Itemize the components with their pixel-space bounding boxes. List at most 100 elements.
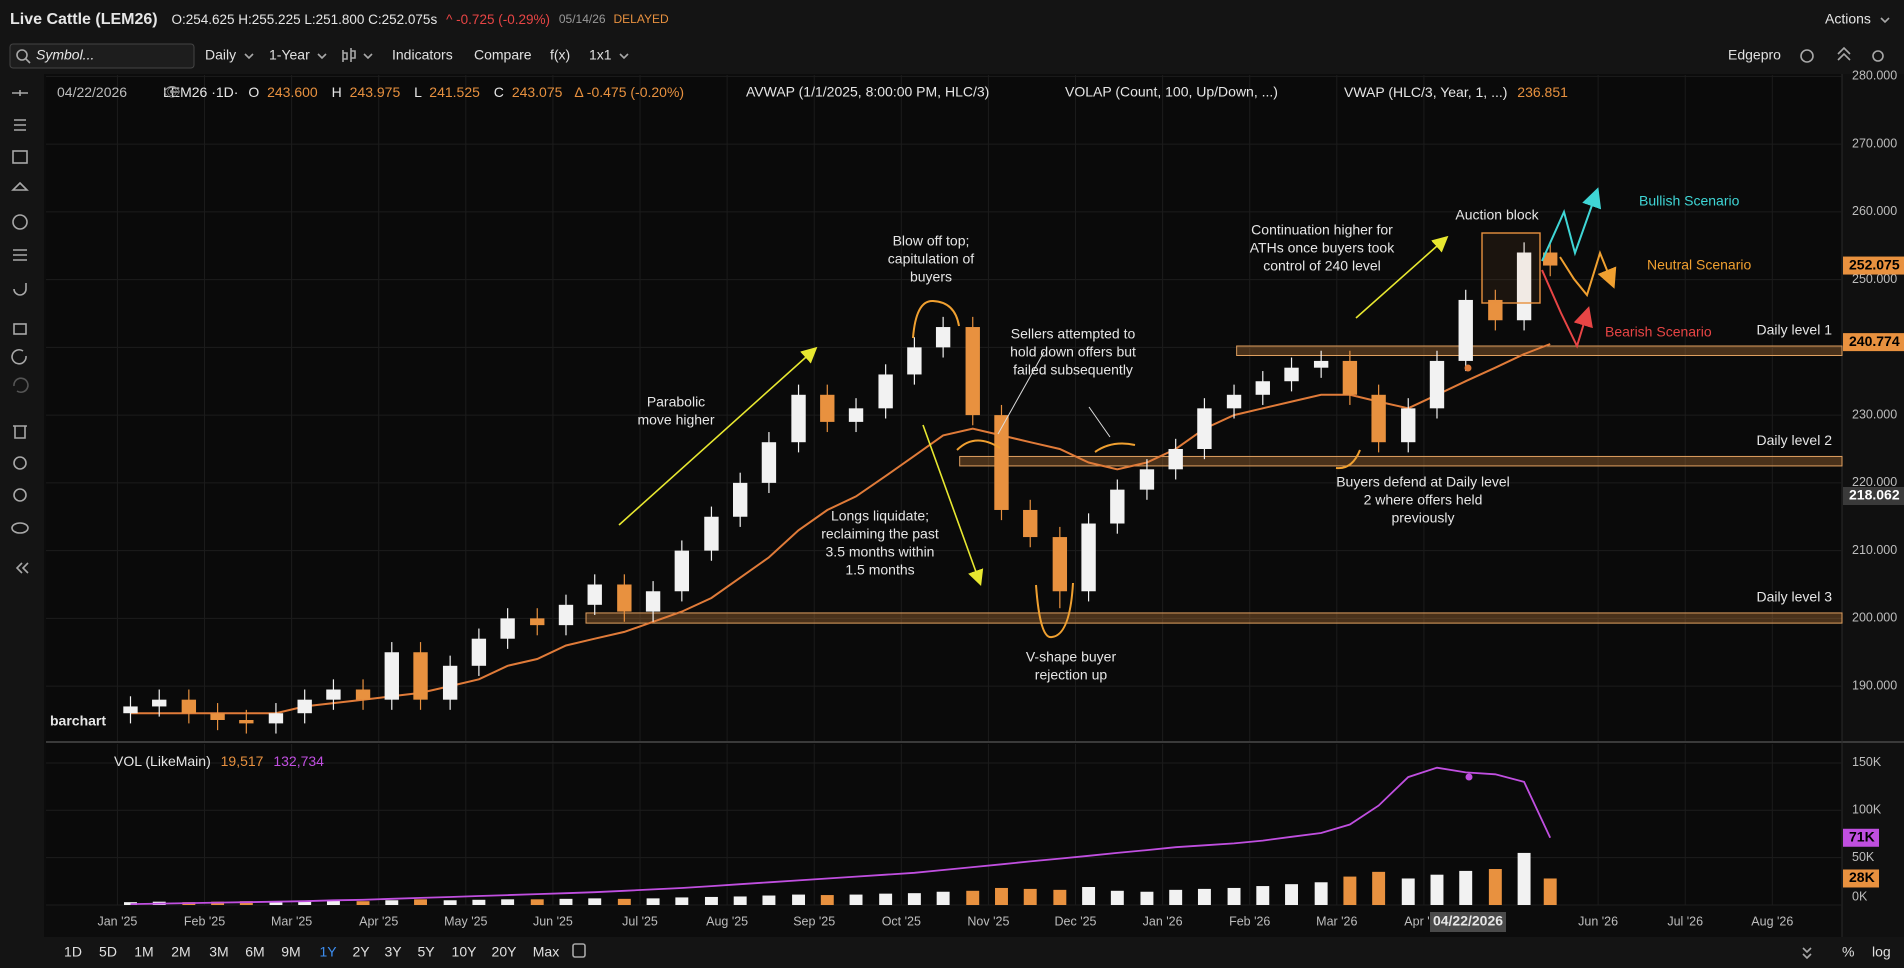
- tool-rectangle[interactable]: [12, 150, 28, 164]
- highlight-curve: [1335, 449, 1361, 470]
- open-interest-readout: 132,734: [273, 753, 324, 769]
- tool-crosshair[interactable]: [12, 90, 28, 96]
- range-button[interactable]: 9M: [281, 944, 300, 960]
- volume-bar: [1343, 876, 1357, 905]
- period-button[interactable]: 1-Year: [269, 47, 310, 63]
- volume-bar: [995, 887, 1008, 905]
- symbol-input[interactable]: [9, 43, 195, 69]
- ohlc-readout: O:254.625 H:255.225 L:251.800 C:252.075s: [171, 12, 437, 27]
- tool-count[interactable]: [12, 214, 28, 230]
- tool-fib[interactable]: [13, 249, 27, 261]
- compare-button[interactable]: Compare: [474, 47, 532, 63]
- percent-toggle[interactable]: %: [1842, 944, 1854, 960]
- study-legend[interactable]: VOLAP (Count, 100, Up/Down, ...): [1065, 84, 1278, 100]
- range-button[interactable]: Max: [533, 944, 559, 960]
- highlight-curve: [1035, 582, 1074, 639]
- layout-button[interactable]: 1x1: [589, 47, 612, 63]
- y-tick-label: 100K: [1852, 803, 1882, 817]
- pointer-line: [1088, 406, 1111, 438]
- caret: [619, 53, 629, 60]
- volume-title: VOL (LikeMain): [114, 753, 211, 769]
- candle-body: [645, 591, 661, 612]
- tool-lines[interactable]: [14, 119, 26, 131]
- y-tick-label: 230.000: [1852, 407, 1897, 421]
- sidebar-collapse[interactable]: [15, 562, 29, 574]
- highlight-curve: [956, 439, 1001, 451]
- y-tick-label: 260.000: [1852, 204, 1897, 218]
- range-button[interactable]: 1D: [64, 944, 82, 960]
- drawings: [618, 187, 1617, 781]
- candle-body: [733, 482, 748, 517]
- volume-bar: [617, 898, 631, 905]
- candle-body: [1342, 360, 1358, 395]
- tool-shape[interactable]: [11, 181, 29, 191]
- change: ^ -0.725 (-0.29%): [446, 12, 550, 27]
- account-menu[interactable]: Edgepro: [1728, 47, 1781, 63]
- volume-bar: [762, 895, 776, 905]
- tool-redo[interactable]: [13, 377, 29, 394]
- range-button[interactable]: 5Y: [417, 944, 435, 960]
- x-tick-label: Feb '26: [1229, 914, 1270, 928]
- annotation: move higher: [637, 412, 714, 428]
- y-tick-label: 200.000: [1852, 611, 1897, 625]
- range-button[interactable]: 3Y: [384, 944, 402, 960]
- range-button[interactable]: 2M: [171, 944, 190, 960]
- interval-button[interactable]: Daily: [205, 47, 236, 63]
- x-tick-label: Jan '25: [97, 914, 137, 928]
- candle-body: [1371, 394, 1386, 443]
- study-legend[interactable]: AVWAP (1/1/2025, 8:00:00 PM, HLC/3): [746, 84, 989, 100]
- volume-badge-label: 71K: [1849, 828, 1875, 844]
- range-button[interactable]: 2Y: [352, 944, 370, 960]
- volume-badge: [1843, 828, 1879, 847]
- volume-bar: [472, 899, 486, 905]
- collapse-icon[interactable]: [1837, 46, 1851, 61]
- tool-lock[interactable]: [13, 323, 27, 335]
- tool-delete[interactable]: [13, 425, 27, 439]
- x-tick-label: Aug '25: [706, 914, 748, 928]
- tool-magnet[interactable]: [13, 283, 27, 296]
- volume-bar: [675, 897, 689, 905]
- candle-body: [848, 408, 864, 422]
- range-button[interactable]: 10Y: [452, 944, 478, 960]
- candle-body: [558, 604, 574, 626]
- candle-body: [1458, 299, 1473, 361]
- candle-body: [1284, 367, 1299, 382]
- candle-body: [530, 618, 545, 626]
- tool-zoom-out[interactable]: [13, 488, 27, 502]
- legend-icons: 👁: [163, 84, 181, 100]
- candle-body: [1081, 523, 1096, 592]
- study-legend[interactable]: VWAP (HLC/3, Year, 1, ...) 236.851: [1344, 84, 1568, 100]
- candle-body: [152, 699, 167, 707]
- indicators-button[interactable]: Indicators: [392, 47, 453, 63]
- candle-body: [617, 584, 632, 612]
- header-line: Live Cattle (LEM26) O:254.625 H:255.225 …: [10, 11, 669, 29]
- theme-icon[interactable]: [1872, 50, 1884, 62]
- actions-menu[interactable]: Actions: [1825, 11, 1871, 27]
- calendar-icon[interactable]: [572, 943, 586, 958]
- volume-bar: [879, 893, 893, 905]
- annotation: previously: [1391, 510, 1454, 526]
- tool-zoom-in[interactable]: [13, 456, 27, 470]
- log-toggle[interactable]: log: [1872, 944, 1891, 960]
- x-tick-label: Mar '26: [1316, 914, 1357, 928]
- annotation: buyers: [910, 269, 952, 285]
- range-button[interactable]: 6M: [245, 944, 264, 960]
- range-button[interactable]: 1M: [134, 944, 153, 960]
- scroll-icon[interactable]: [1802, 947, 1812, 960]
- volume-bar: [1053, 889, 1067, 905]
- annotation: failed subsequently: [1013, 362, 1133, 378]
- range-button[interactable]: 5D: [99, 944, 117, 960]
- tool-undo[interactable]: [11, 348, 27, 365]
- chart-type-icon[interactable]: [342, 48, 356, 62]
- settings-icon[interactable]: [1800, 49, 1814, 63]
- candle-body: [210, 713, 225, 720]
- tool-visibility[interactable]: [11, 522, 29, 534]
- price-badge: [1843, 333, 1904, 352]
- range-button[interactable]: 3M: [209, 944, 228, 960]
- vwap-last: 236.851: [1517, 84, 1568, 100]
- range-button[interactable]: 20Y: [492, 944, 518, 960]
- range-button[interactable]: 1Y: [319, 944, 337, 960]
- candle-body: [500, 618, 515, 639]
- function-button[interactable]: f(x): [550, 47, 570, 63]
- vwap-name: VWAP (HLC/3, Year, 1, ...): [1344, 84, 1507, 100]
